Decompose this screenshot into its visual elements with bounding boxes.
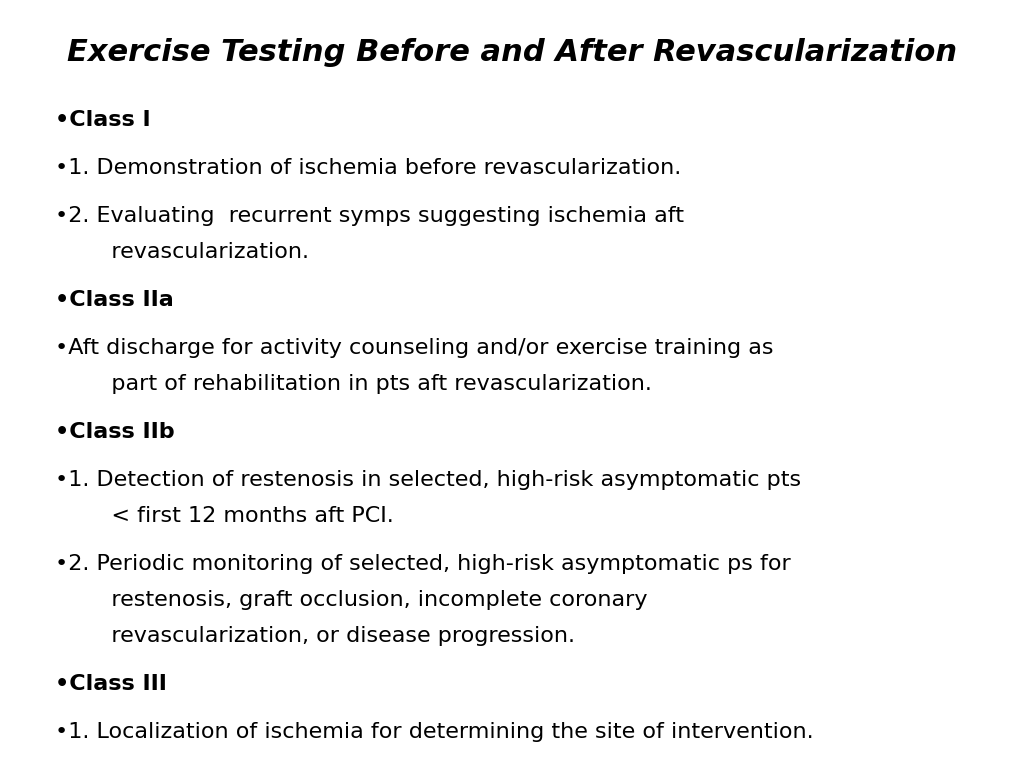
Text: •Class IIa: •Class IIa	[55, 290, 174, 310]
Text: revascularization.: revascularization.	[90, 242, 309, 262]
Text: •Class I: •Class I	[55, 110, 151, 130]
Text: revascularization, or disease progression.: revascularization, or disease progressio…	[90, 626, 575, 646]
Text: •2. Evaluating  recurrent symps suggesting ischemia aft: •2. Evaluating recurrent symps suggestin…	[55, 206, 684, 226]
Text: part of rehabilitation in pts aft revascularization.: part of rehabilitation in pts aft revasc…	[90, 374, 652, 394]
Text: •2. Periodic monitoring of selected, high-risk asymptomatic ps for: •2. Periodic monitoring of selected, hig…	[55, 554, 791, 574]
Text: •Aft discharge for activity counseling and/or exercise training as: •Aft discharge for activity counseling a…	[55, 338, 773, 358]
Text: < first 12 months aft PCI.: < first 12 months aft PCI.	[90, 506, 394, 526]
Text: restenosis, graft occlusion, incomplete coronary: restenosis, graft occlusion, incomplete …	[90, 590, 647, 610]
Text: Exercise Testing Before and After Revascularization: Exercise Testing Before and After Revasc…	[67, 38, 957, 67]
Text: •1. Localization of ischemia for determining the site of intervention.: •1. Localization of ischemia for determi…	[55, 722, 814, 742]
Text: •1. Detection of restenosis in selected, high-risk asymptomatic pts: •1. Detection of restenosis in selected,…	[55, 470, 801, 490]
Text: •Class IIb: •Class IIb	[55, 422, 175, 442]
Text: •Class III: •Class III	[55, 674, 167, 694]
Text: •1. Demonstration of ischemia before revascularization.: •1. Demonstration of ischemia before rev…	[55, 158, 681, 178]
